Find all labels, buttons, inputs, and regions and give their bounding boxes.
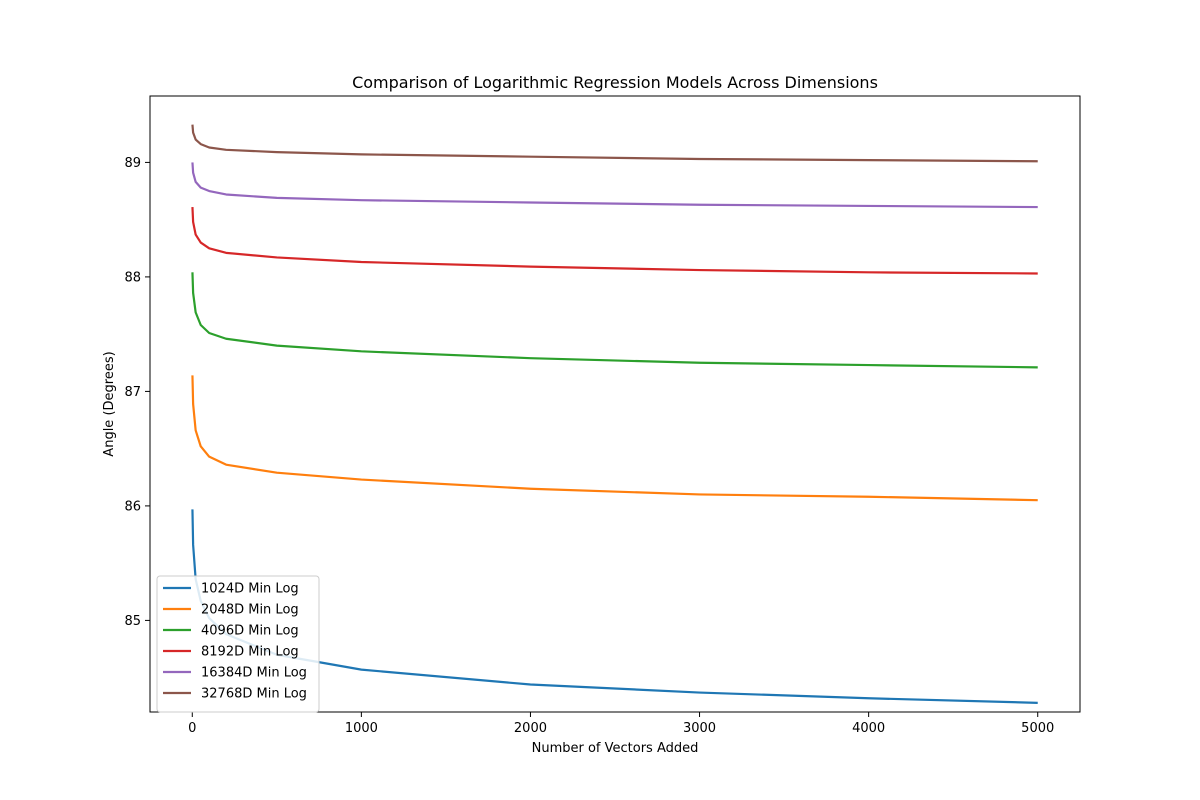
y-tick-label: 89 <box>124 156 141 171</box>
series-line-8192d-min-log <box>191 207 1038 275</box>
series-line-2048d-min-log <box>191 375 1038 502</box>
legend-label: 8192D Min Log <box>201 645 299 660</box>
legend-label: 2048D Min Log <box>201 603 299 618</box>
y-tick-label: 87 <box>124 385 141 400</box>
legend-label: 16384D Min Log <box>201 666 307 681</box>
plot-frame <box>149 95 1081 713</box>
y-axis: 85 86 87 88 89 <box>124 156 150 629</box>
y-tick-label: 88 <box>124 270 141 285</box>
y-tick-label: 86 <box>124 499 141 514</box>
x-axis: 0 1000 2000 3000 4000 5000 <box>188 712 1054 736</box>
legend-box <box>156 575 320 713</box>
legend: 1024D Min Log 2048D Min Log 4096D Min Log 8… <box>156 575 320 713</box>
legend-label: 1024D Min Log <box>201 582 299 597</box>
legend-label: 4096D Min Log <box>201 624 299 639</box>
x-tick-label: 2000 <box>514 721 547 736</box>
chart-title: Comparison of Logarithmic Regression Mod… <box>352 73 878 92</box>
y-tick-label: 85 <box>124 614 141 629</box>
legend-label: 32768D Min Log <box>201 687 307 702</box>
series-line-4096d-min-log <box>191 272 1038 369</box>
x-tick-label: 1000 <box>345 721 378 736</box>
series-line-32768d-min-log <box>191 124 1038 163</box>
x-axis-label: Number of Vectors Added <box>532 741 699 756</box>
series-line-16384d-min-log <box>191 162 1038 209</box>
x-tick-label: 0 <box>188 721 196 736</box>
y-axis-label: Angle (Degrees) <box>102 351 117 456</box>
x-tick-label: 5000 <box>1021 721 1054 736</box>
x-tick-label: 3000 <box>683 721 716 736</box>
x-tick-label: 4000 <box>852 721 885 736</box>
plot-area <box>191 124 1038 704</box>
